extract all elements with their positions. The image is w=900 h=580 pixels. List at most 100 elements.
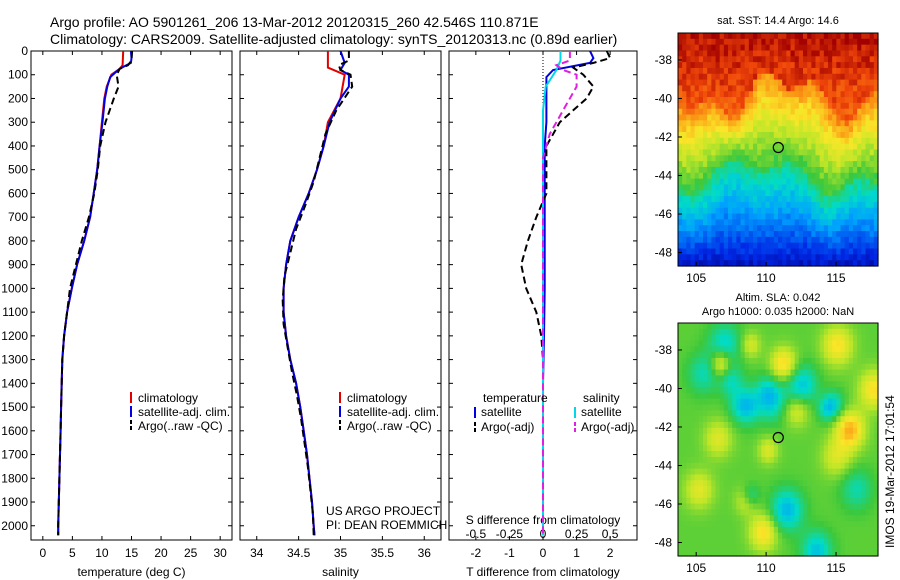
map-cell xyxy=(723,480,729,487)
panel-difference: -2 -1 0 1 2T difference from climatology-0.5… xyxy=(448,50,638,579)
map-cell xyxy=(823,404,829,411)
map-cell xyxy=(798,410,804,417)
map-cell xyxy=(744,515,750,522)
map-cell xyxy=(778,363,783,371)
map-cell xyxy=(807,427,812,435)
map-cell xyxy=(782,410,787,417)
map-cell xyxy=(732,184,737,191)
map-cell xyxy=(707,62,712,69)
map-cell xyxy=(711,242,717,250)
map-cell xyxy=(832,381,837,388)
map-cell xyxy=(728,526,733,534)
map-cell xyxy=(848,50,854,57)
map-cell xyxy=(840,398,846,406)
map-cell xyxy=(857,120,862,127)
map-cell xyxy=(753,334,758,342)
map-cell xyxy=(769,161,775,168)
map-cell xyxy=(748,62,754,69)
map-cell xyxy=(698,172,704,180)
map-cell xyxy=(761,398,767,406)
map-cell xyxy=(828,207,833,215)
map-cell xyxy=(828,91,833,98)
map-cell xyxy=(873,184,879,191)
map-cell xyxy=(773,102,779,110)
map-cell xyxy=(873,201,879,209)
map-cell xyxy=(861,114,867,121)
map-cell xyxy=(761,126,767,133)
map-cell xyxy=(678,225,683,232)
map-cell xyxy=(740,433,746,441)
map-cell xyxy=(857,404,862,411)
map-cell xyxy=(798,155,804,162)
map-cell xyxy=(773,231,779,238)
map-cell xyxy=(753,404,758,411)
map-cell xyxy=(711,108,717,116)
map-cell xyxy=(853,497,858,505)
map-cell xyxy=(757,521,762,528)
map-cell xyxy=(861,427,867,435)
map-cell xyxy=(786,67,792,75)
map-cell xyxy=(853,79,858,87)
map-cell xyxy=(723,357,729,365)
map-cell xyxy=(736,491,742,499)
map-cell xyxy=(703,328,708,336)
map-cell xyxy=(794,509,800,516)
map-cell xyxy=(782,219,787,226)
map-cell xyxy=(719,242,725,250)
map-cell xyxy=(723,544,729,551)
map-cell xyxy=(757,132,762,139)
map-cell xyxy=(748,44,754,52)
map-cell xyxy=(690,79,696,87)
map-cell xyxy=(723,346,729,353)
map-cell xyxy=(853,120,858,127)
x-axis-label: salinity xyxy=(322,565,359,579)
map-cell xyxy=(848,67,854,75)
map-cell xyxy=(744,120,750,127)
map-cell xyxy=(811,91,817,98)
map-cell xyxy=(869,33,875,40)
map-cell xyxy=(703,422,708,429)
map-cell xyxy=(765,38,771,46)
map-cell xyxy=(803,132,808,139)
map-cell xyxy=(782,73,787,81)
map-cell xyxy=(719,38,725,46)
map-cell xyxy=(757,225,762,232)
map-cell xyxy=(757,149,762,156)
map-cell xyxy=(723,85,729,92)
map-cell xyxy=(840,480,846,487)
legend-group-title: salinity xyxy=(583,391,620,405)
map-cell xyxy=(790,427,796,435)
map-cell xyxy=(861,491,867,499)
map-cell xyxy=(823,468,829,476)
map-cell xyxy=(782,357,787,365)
map-cell xyxy=(798,497,804,505)
map-cell xyxy=(748,340,754,347)
map-cell xyxy=(869,102,875,110)
map-cell xyxy=(761,207,767,215)
map-cell xyxy=(786,486,792,493)
map-cell xyxy=(757,451,762,458)
map-cell xyxy=(786,526,792,534)
map-cell xyxy=(790,33,796,40)
map-cell xyxy=(682,201,687,209)
map-cell xyxy=(819,375,825,382)
map-cell xyxy=(773,381,779,388)
map-cell xyxy=(711,143,717,151)
map-cell xyxy=(707,126,712,133)
map-cell xyxy=(748,369,754,377)
map-cell xyxy=(815,190,821,197)
map-cell xyxy=(861,532,867,540)
map-cell xyxy=(778,143,783,151)
map-cell xyxy=(873,132,879,139)
map-cell xyxy=(823,550,829,557)
map-cell xyxy=(773,85,779,92)
map-cell xyxy=(865,433,871,441)
map-cell xyxy=(757,410,762,417)
map-cell xyxy=(778,544,783,551)
map-cell xyxy=(819,73,825,81)
map-cell xyxy=(715,550,721,557)
map-cell xyxy=(782,172,787,180)
map-cell xyxy=(807,451,812,458)
map-cell xyxy=(698,433,704,441)
map-cell xyxy=(728,346,733,353)
